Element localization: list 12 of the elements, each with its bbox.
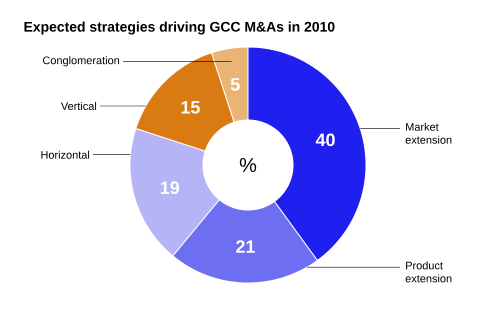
data-label: 40: [316, 133, 335, 146]
data-label: 19: [160, 181, 180, 194]
data-label: 15: [182, 101, 200, 114]
slice-label: Vertical: [60, 102, 96, 110]
data-label: 5: [230, 78, 240, 91]
slice-label: Conglomeration: [43, 56, 120, 66]
text: %: [240, 158, 256, 172]
slice-label: Horizontal: [41, 150, 90, 159]
data-label: 21: [236, 240, 255, 253]
slice-label: Product extension: [406, 261, 452, 282]
slice-label: Market extension: [406, 122, 452, 144]
chart-title: Expected strategies driving GCC M&As in 2010: [24, 21, 335, 35]
